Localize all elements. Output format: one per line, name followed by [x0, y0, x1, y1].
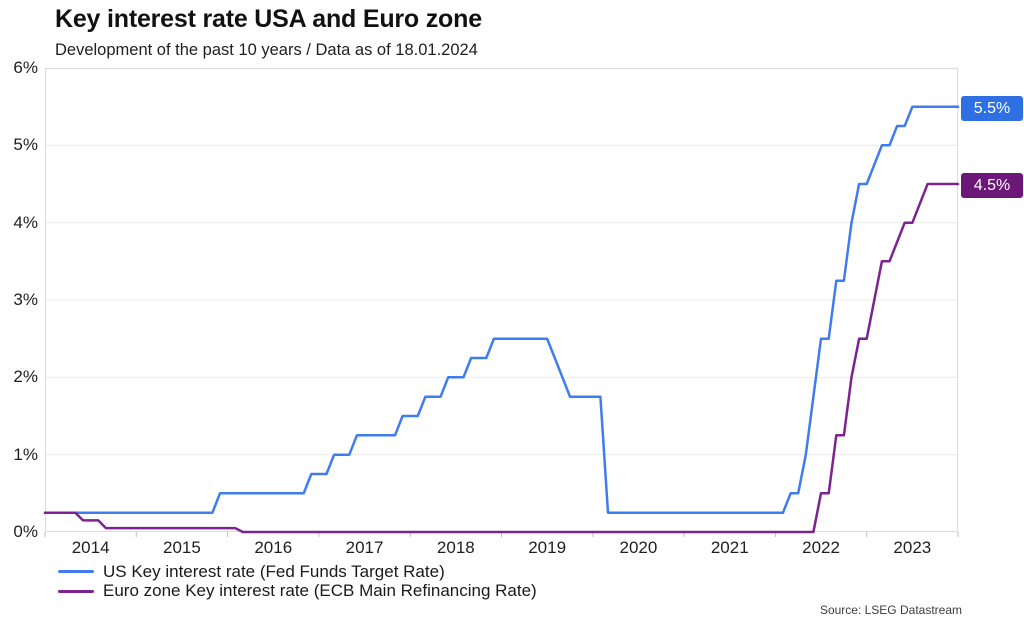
y-axis-label: 0% [13, 522, 38, 541]
y-axis-label: 2% [13, 367, 38, 387]
legend-item-euro: Euro zone Key interest rate (ECB Main Re… [58, 581, 537, 602]
legend-item-us: US Key interest rate (Fed Funds Target R… [58, 562, 537, 582]
us-line-swatch-icon [58, 570, 94, 574]
x-axis-label: 2014 [71, 538, 110, 557]
legend: US Key interest rate (Fed Funds Target R… [58, 562, 537, 601]
y-axis-label: 1% [13, 444, 38, 464]
y-axis-label: 4% [13, 212, 38, 232]
y-axis-label: 5% [13, 135, 38, 155]
page-subtitle: Development of the past 10 years / Data … [55, 41, 478, 59]
x-axis-label: 2023 [893, 538, 932, 557]
us-rate-line [43, 105, 960, 514]
y-axis-label: 6% [13, 58, 38, 77]
x-axis-label: 2015 [163, 538, 201, 557]
us-end-value-badge: 5.5% [961, 96, 1023, 121]
x-axis-label: 2017 [345, 538, 384, 557]
legend-label-us: US Key interest rate (Fed Funds Target R… [103, 561, 445, 581]
x-axis-label: 2022 [802, 538, 840, 557]
x-axis-label: 2018 [436, 538, 475, 557]
x-axis-label: 2016 [254, 538, 293, 557]
euro-end-value-badge: 4.5% [961, 173, 1023, 198]
x-axis-label: 2020 [619, 538, 658, 557]
source-note: Source: LSEG Datastream [819, 603, 962, 617]
euro-line-swatch-icon [58, 589, 94, 593]
y-axis-label: 3% [13, 290, 38, 309]
x-axis-label: 2019 [528, 538, 567, 557]
x-axis-label: 2021 [710, 538, 749, 557]
legend-label-euro: Euro zone Key interest rate (ECB Main Re… [103, 581, 537, 601]
euro-rate-line [43, 182, 960, 534]
page-title: Key interest rate USA and Euro zone [55, 5, 482, 33]
